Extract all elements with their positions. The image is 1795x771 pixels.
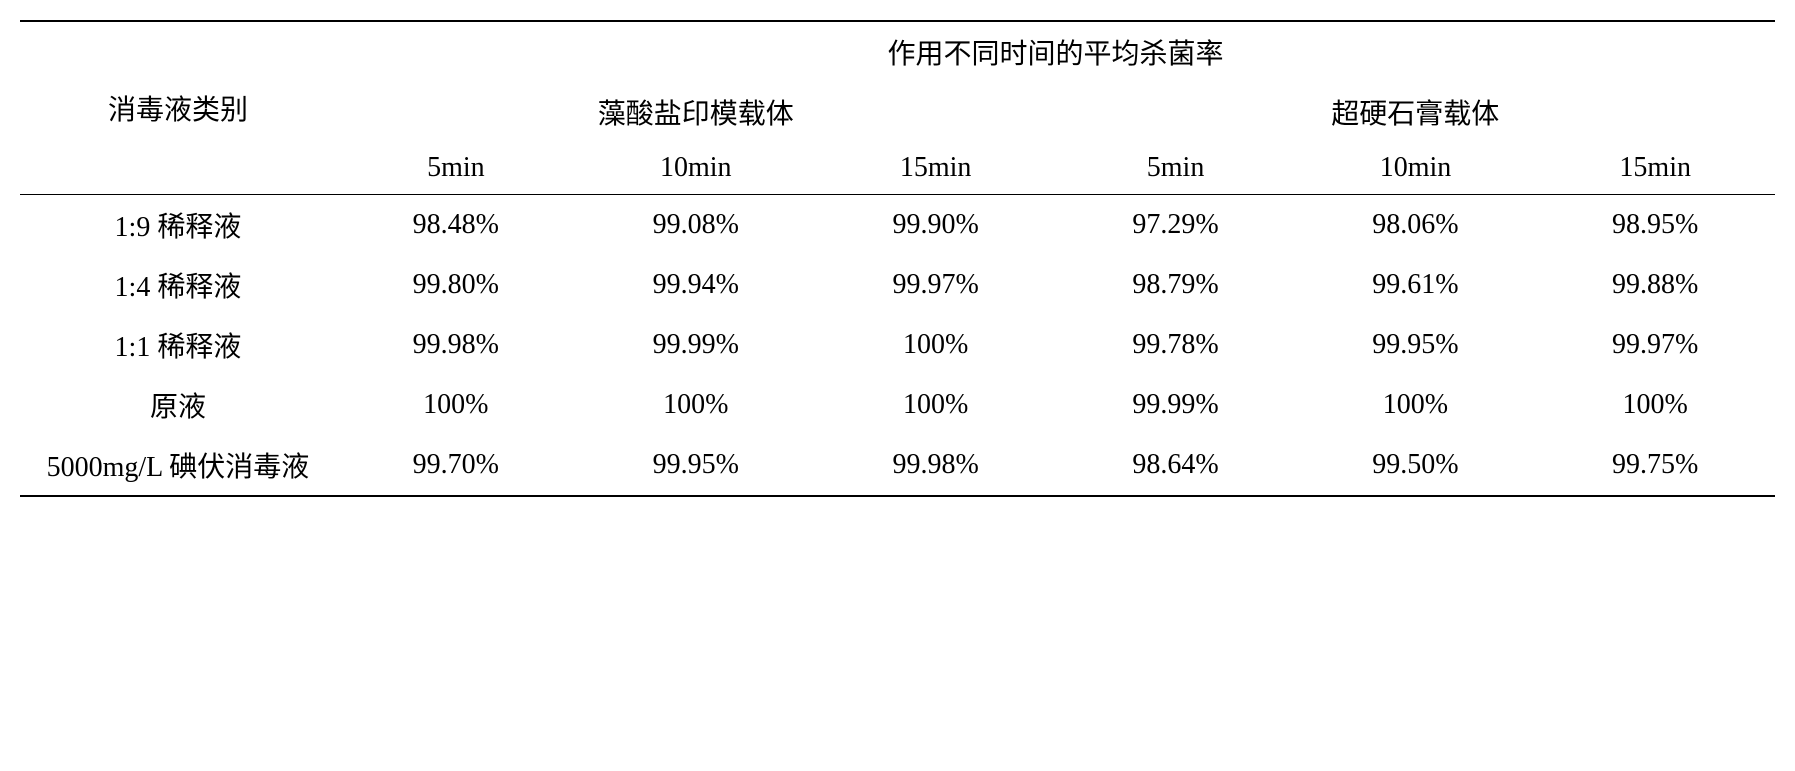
- header-time: 15min: [1535, 142, 1775, 195]
- header-group2: 超硬石膏载体: [1056, 82, 1775, 142]
- cell-value: 100%: [1296, 375, 1536, 435]
- cell-value: 100%: [816, 375, 1056, 435]
- cell-value: 100%: [336, 375, 576, 435]
- cell-value: 99.88%: [1535, 255, 1775, 315]
- cell-value: 99.97%: [816, 255, 1056, 315]
- cell-value: 100%: [816, 315, 1056, 375]
- header-time: 5min: [1056, 142, 1296, 195]
- cell-value: 100%: [576, 375, 816, 435]
- table-header: 消毒液类别 作用不同时间的平均杀菌率 藻酸盐印模载体 超硬石膏载体 5min 1…: [20, 21, 1775, 195]
- cell-value: 99.97%: [1535, 315, 1775, 375]
- header-time: 15min: [816, 142, 1056, 195]
- cell-value: 99.98%: [336, 315, 576, 375]
- cell-value: 99.78%: [1056, 315, 1296, 375]
- cell-value: 99.94%: [576, 255, 816, 315]
- cell-value: 99.98%: [816, 435, 1056, 496]
- cell-value: 99.75%: [1535, 435, 1775, 496]
- cell-value: 99.70%: [336, 435, 576, 496]
- table-row: 1:4 稀释液 99.80% 99.94% 99.97% 98.79% 99.6…: [20, 255, 1775, 315]
- data-table: 消毒液类别 作用不同时间的平均杀菌率 藻酸盐印模载体 超硬石膏载体 5min 1…: [20, 20, 1775, 497]
- cell-value: 99.50%: [1296, 435, 1536, 496]
- cell-value: 98.79%: [1056, 255, 1296, 315]
- cell-value: 97.29%: [1056, 195, 1296, 256]
- row-label: 1:9 稀释液: [20, 195, 336, 256]
- row-label: 1:4 稀释液: [20, 255, 336, 315]
- cell-value: 99.99%: [1056, 375, 1296, 435]
- cell-value: 98.64%: [1056, 435, 1296, 496]
- header-time: 10min: [1296, 142, 1536, 195]
- cell-value: 99.08%: [576, 195, 816, 256]
- table-row: 1:9 稀释液 98.48% 99.08% 99.90% 97.29% 98.0…: [20, 195, 1775, 256]
- table-row: 1:1 稀释液 99.98% 99.99% 100% 99.78% 99.95%…: [20, 315, 1775, 375]
- header-col1: 消毒液类别: [20, 21, 336, 195]
- header-time: 10min: [576, 142, 816, 195]
- header-time: 5min: [336, 142, 576, 195]
- cell-value: 99.99%: [576, 315, 816, 375]
- row-label: 5000mg/L 碘伏消毒液: [20, 435, 336, 496]
- row-label: 1:1 稀释液: [20, 315, 336, 375]
- cell-value: 98.06%: [1296, 195, 1536, 256]
- header-span: 作用不同时间的平均杀菌率: [336, 21, 1775, 82]
- header-group1: 藻酸盐印模载体: [336, 82, 1056, 142]
- table-body: 1:9 稀释液 98.48% 99.08% 99.90% 97.29% 98.0…: [20, 195, 1775, 497]
- table-row: 5000mg/L 碘伏消毒液 99.70% 99.95% 99.98% 98.6…: [20, 435, 1775, 496]
- cell-value: 99.95%: [576, 435, 816, 496]
- cell-value: 100%: [1535, 375, 1775, 435]
- row-label: 原液: [20, 375, 336, 435]
- table-row: 原液 100% 100% 100% 99.99% 100% 100%: [20, 375, 1775, 435]
- cell-value: 98.95%: [1535, 195, 1775, 256]
- cell-value: 98.48%: [336, 195, 576, 256]
- cell-value: 99.80%: [336, 255, 576, 315]
- cell-value: 99.90%: [816, 195, 1056, 256]
- cell-value: 99.95%: [1296, 315, 1536, 375]
- cell-value: 99.61%: [1296, 255, 1536, 315]
